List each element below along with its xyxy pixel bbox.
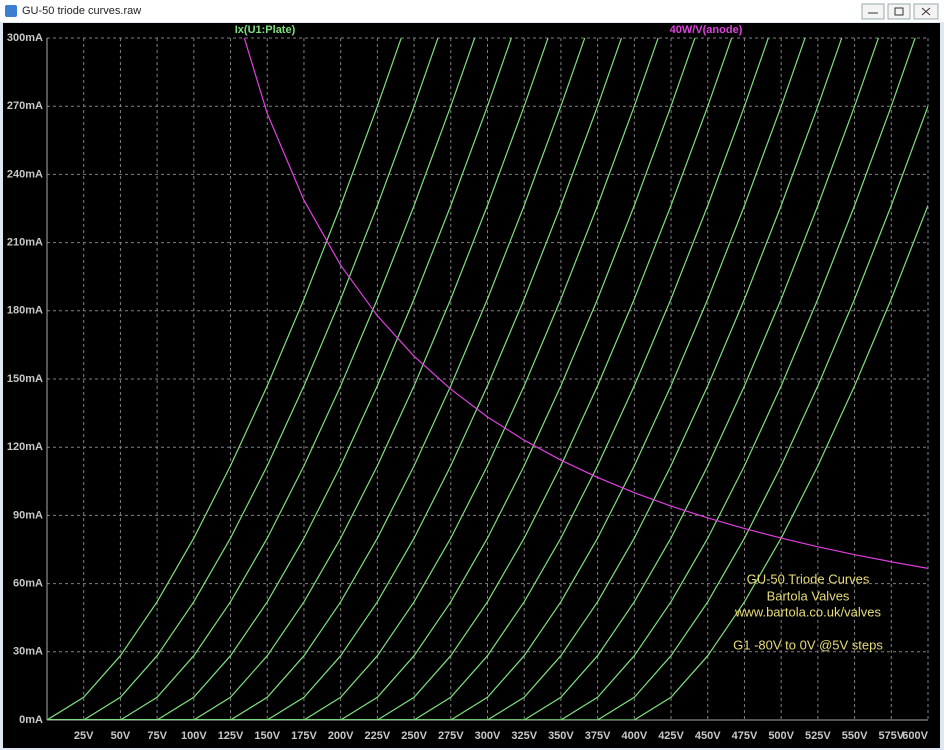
x-tick-label: 75V (147, 730, 167, 742)
x-tick-label: 100V (181, 730, 207, 742)
title-bar (0, 0, 944, 22)
plate-curve (47, 105, 928, 720)
x-tick-label: 400V (621, 730, 647, 742)
close-icon (921, 7, 931, 16)
x-tick-label: 200V (328, 730, 354, 742)
x-tick-label: 175V (291, 730, 317, 742)
window-title: GU-50 triode curves.raw (22, 5, 141, 17)
restore-icon (894, 7, 904, 16)
plate-curve (47, 38, 880, 720)
x-tick-label: 250V (401, 730, 427, 742)
plate-curve (47, 38, 623, 720)
annotation: G1 -80V to 0V @5V steps (733, 637, 883, 652)
legend-label: Ix(U1:Plate) (235, 24, 296, 36)
plate-curve (47, 38, 659, 720)
x-tick-label: 225V (365, 730, 391, 742)
plate-curve (47, 38, 476, 720)
plate-curve (47, 38, 512, 720)
y-tick-label: 300mA (7, 32, 43, 44)
x-tick-label: 475V (732, 730, 758, 742)
x-tick-label: 150V (254, 730, 280, 742)
x-tick-label: 25V (74, 730, 94, 742)
plate-curve (47, 38, 843, 720)
plate-curve (47, 38, 769, 720)
y-tick-label: 180mA (7, 305, 43, 317)
annotation: Bartola Valves (767, 588, 850, 603)
x-tick-label: 300V (475, 730, 501, 742)
plate-curve (47, 38, 806, 720)
plate-curve (47, 38, 439, 720)
x-tick-label: 50V (111, 730, 131, 742)
x-tick-label: 325V (511, 730, 537, 742)
annotation: www.bartola.co.uk/valves (734, 604, 881, 619)
plate-curve (47, 38, 586, 720)
power-curve (243, 38, 928, 569)
plate-curve (47, 38, 402, 720)
window-buttons (861, 3, 939, 20)
y-tick-label: 150mA (7, 373, 43, 385)
plate-curve (47, 38, 549, 720)
app-icon (5, 5, 17, 17)
y-tick-label: 0mA (19, 714, 43, 726)
legend-label: 40W/V(anode) (670, 24, 743, 36)
y-tick-label: 90mA (13, 509, 43, 521)
x-tick-label: 375V (585, 730, 611, 742)
x-tick-label: 550V (842, 730, 868, 742)
plate-curve (47, 38, 733, 720)
x-tick-label: 450V (695, 730, 721, 742)
y-tick-label: 240mA (7, 168, 43, 180)
annotation: GU-50 Triode Curves (747, 571, 870, 586)
x-tick-label: 425V (658, 730, 684, 742)
labels: 0mA 30mA 60mA 90mA 120mA 150mA 180mA 210mA 240mA… (7, 24, 929, 742)
plate-curve (47, 38, 696, 720)
x-tick-label: 350V (548, 730, 574, 742)
x-tick-label: 525V (805, 730, 831, 742)
x-tick-label: 600V (902, 730, 928, 742)
x-tick-label: 275V (438, 730, 464, 742)
x-tick-label: 575V (878, 730, 904, 742)
curves (47, 38, 928, 720)
y-tick-label: 270mA (7, 100, 43, 112)
y-tick-label: 60mA (13, 578, 43, 590)
x-tick-label: 500V (768, 730, 794, 742)
restore-button[interactable] (887, 3, 911, 20)
y-tick-label: 120mA (7, 441, 43, 453)
y-tick-label: 30mA (13, 646, 43, 658)
plot-pane (3, 23, 940, 748)
plate-curve (47, 38, 916, 720)
x-tick-label: 125V (218, 730, 244, 742)
y-tick-label: 210mA (7, 237, 43, 249)
minimize-button[interactable] (861, 3, 885, 20)
